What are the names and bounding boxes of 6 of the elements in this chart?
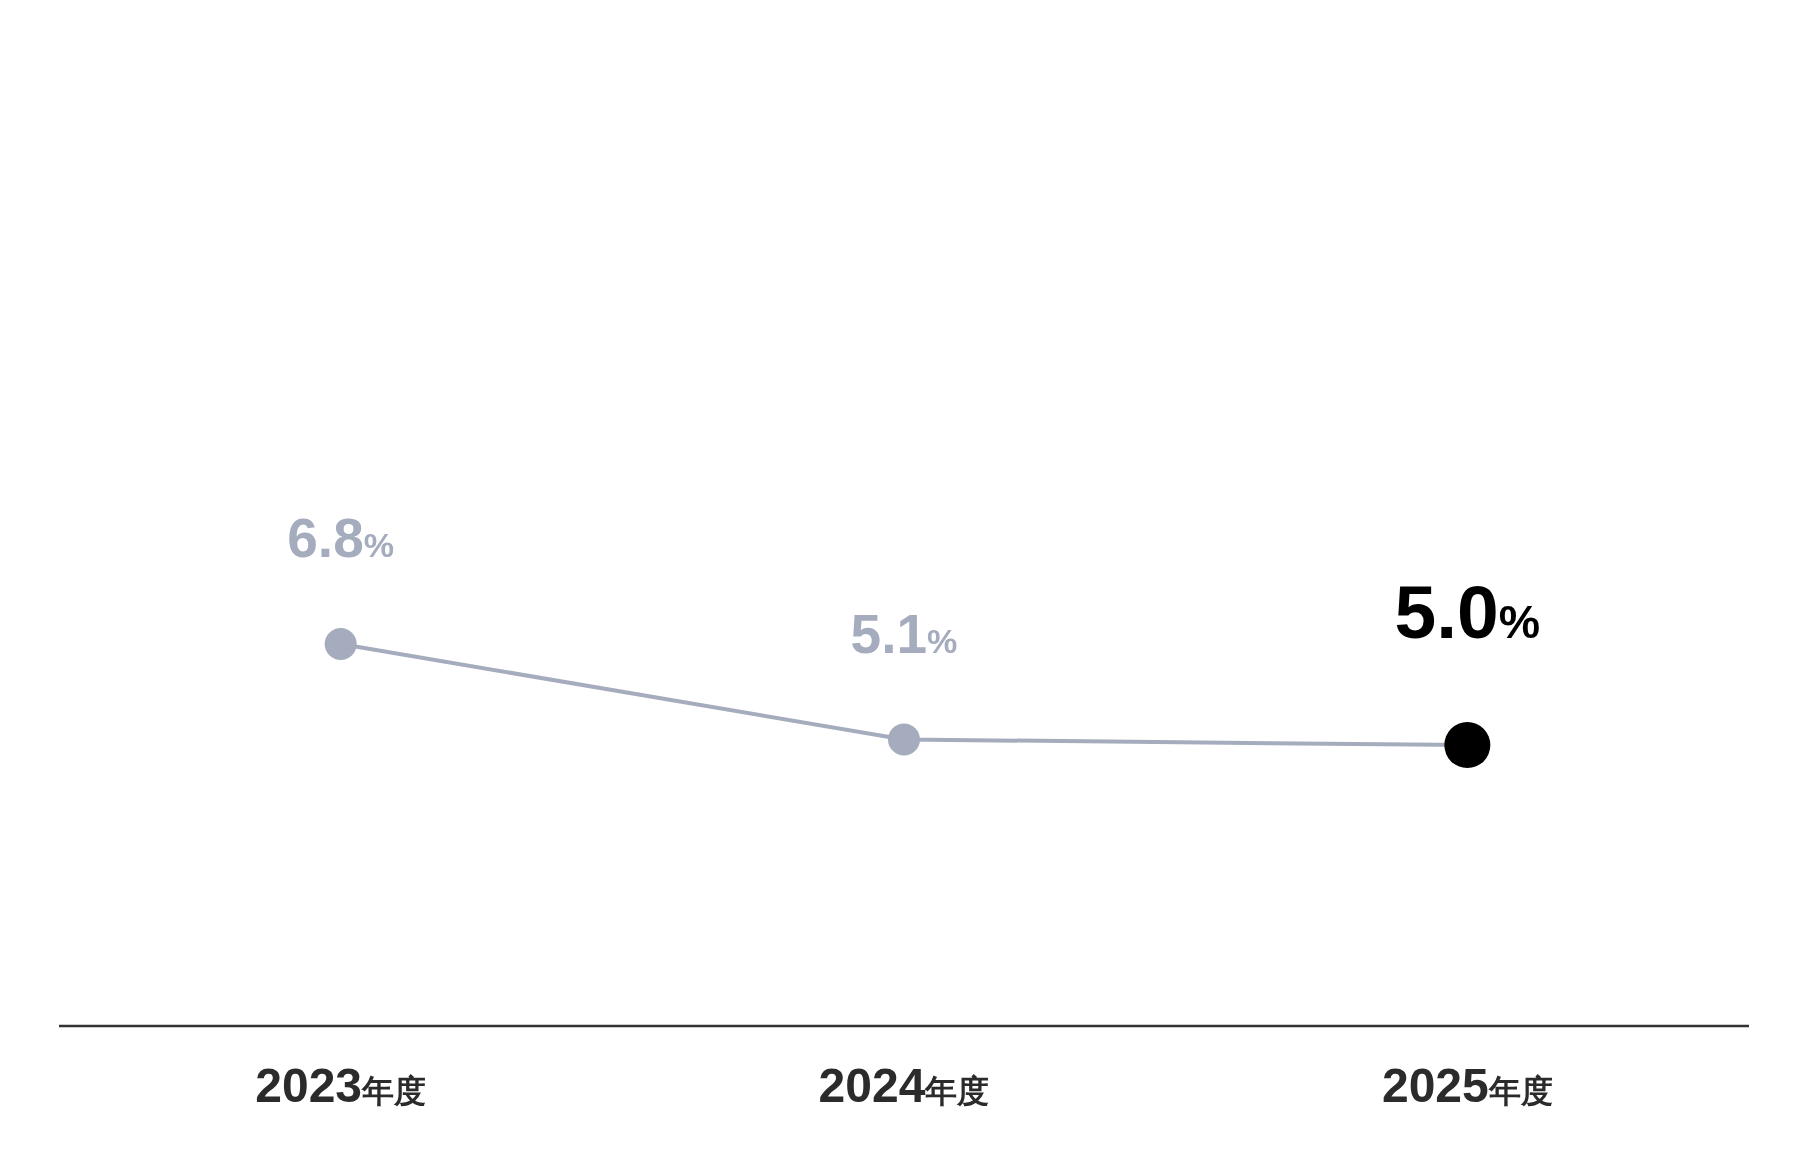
data-label: 6.8% xyxy=(287,507,395,569)
data-label: 5.1% xyxy=(850,602,958,665)
data-label: 5.0% xyxy=(1394,570,1541,655)
x-tick-label: 2023年度 xyxy=(255,1059,427,1112)
x-tick-label: 2024年度 xyxy=(818,1059,990,1112)
x-tick-label: 2025年度 xyxy=(1381,1059,1553,1112)
